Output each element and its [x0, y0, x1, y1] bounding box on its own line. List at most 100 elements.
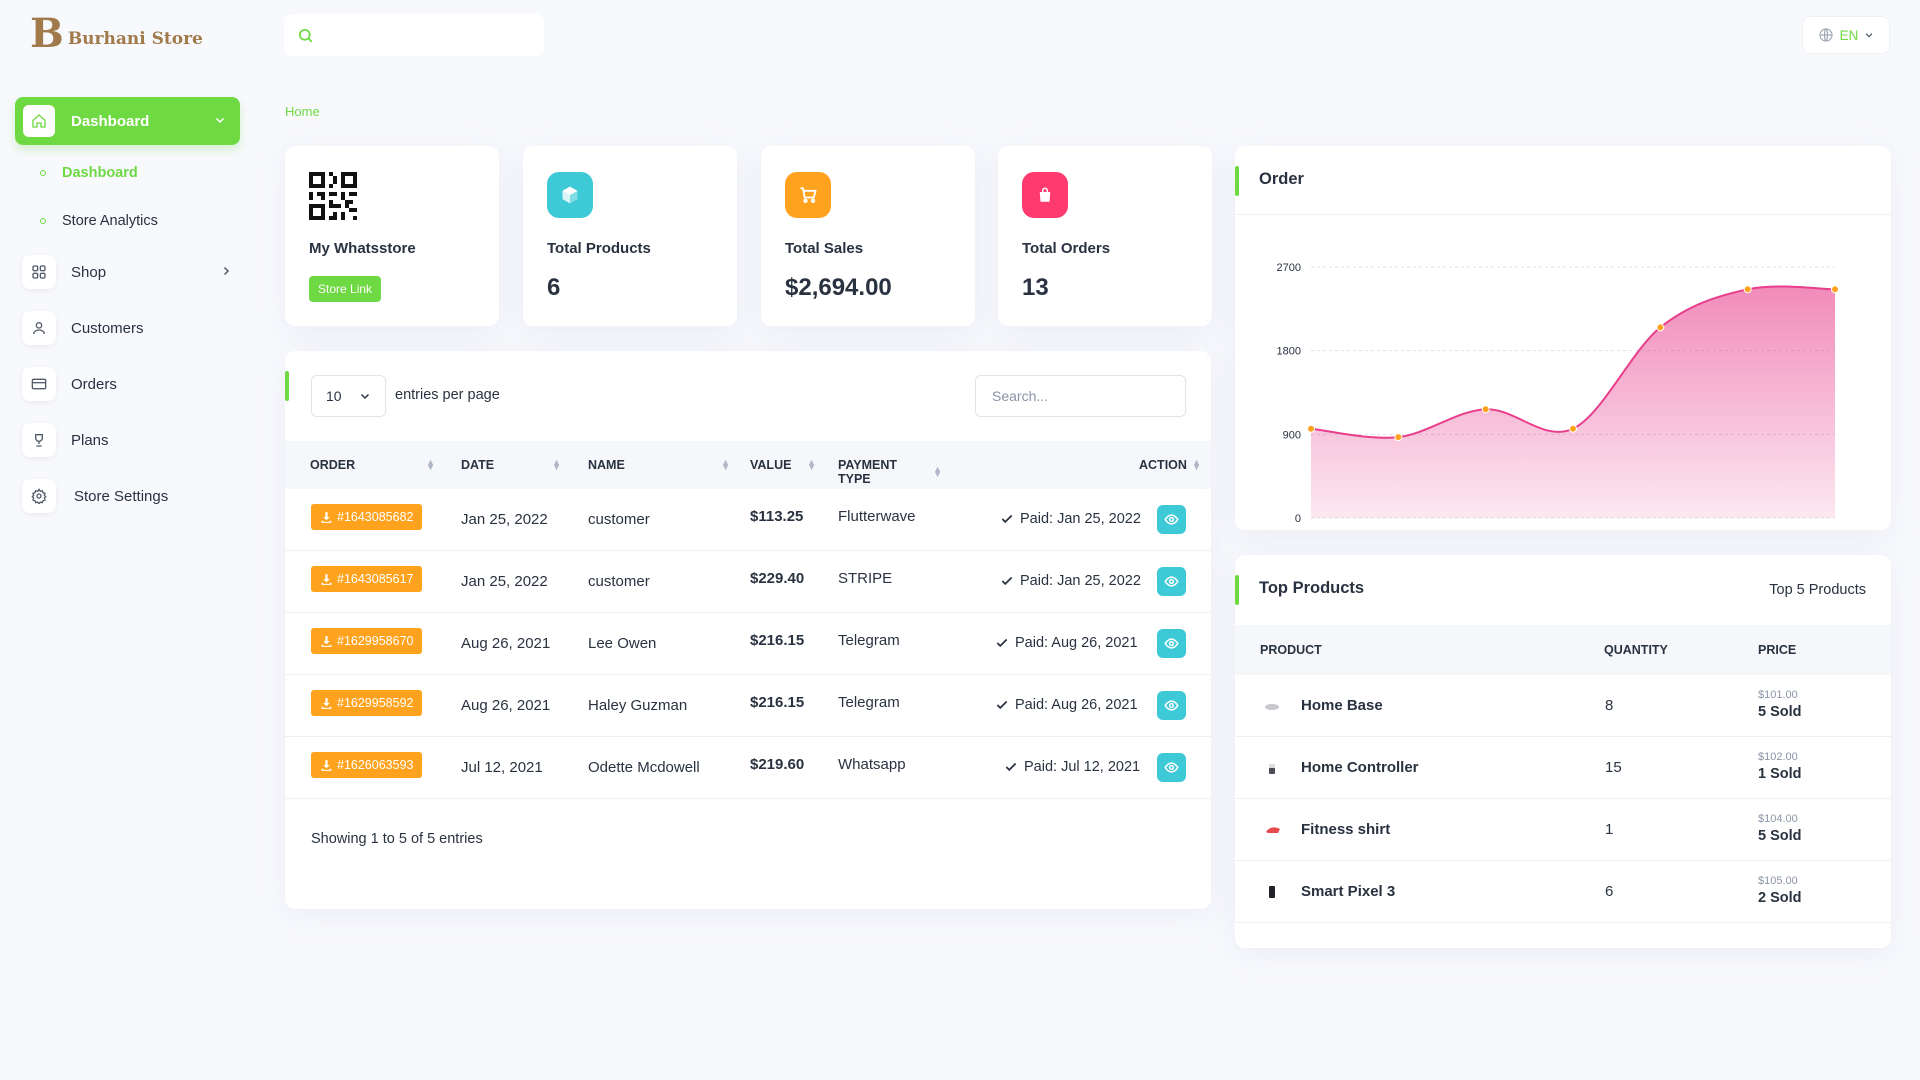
page-size-value: 10: [326, 388, 342, 404]
global-search[interactable]: [284, 14, 544, 56]
entries-label: entries per page: [395, 387, 500, 403]
sort-icon: ▲ ▼: [807, 456, 816, 472]
status-text: Paid: Jan 25, 2022: [1020, 573, 1141, 589]
product-sold: 1 Sold: [1758, 766, 1802, 782]
column-header-order[interactable]: ORDER ▲ ▼: [310, 457, 435, 472]
x-tick-label: 24-Feb: [1292, 529, 1330, 530]
accent-bar: [1235, 166, 1239, 196]
card-subtitle: Top 5 Products: [1769, 582, 1866, 598]
store-link-button[interactable]: Store Link: [309, 276, 382, 302]
product-price: $102.00: [1758, 751, 1798, 763]
sidebar-item-shop[interactable]: Shop: [22, 255, 232, 289]
stat-value: $2,694.00: [785, 274, 892, 301]
view-order-button[interactable]: [1157, 567, 1186, 596]
table-row: #1629958592 Aug 26, 2021 Haley Guzman $2…: [285, 675, 1211, 737]
sidebar-subitem-dashboard[interactable]: Dashboard: [40, 165, 138, 181]
chevron-right-icon: [220, 265, 232, 280]
stat-card-total-sales: Total Sales $2,694.00: [761, 146, 975, 326]
order-value: $216.15: [750, 632, 805, 649]
sidebar-item-customers[interactable]: Customers: [22, 311, 232, 345]
view-order-button[interactable]: [1157, 753, 1186, 782]
orders-table-card: 10 entries per page Search... ORDER ▲ ▼ D…: [285, 351, 1211, 909]
column-label: VALUE: [750, 458, 792, 472]
sidebar: B Burhani Store Dashboard Dashboard Stor…: [0, 0, 255, 1080]
brand-logo[interactable]: B Burhani Store: [30, 14, 203, 54]
product-name[interactable]: Smart Pixel 3: [1301, 883, 1396, 900]
view-order-button[interactable]: [1157, 691, 1186, 720]
sort-icon: ▲ ▼: [933, 463, 942, 479]
download-invoice-button[interactable]: #1626063593: [311, 752, 423, 778]
sidebar-item-plans[interactable]: Plans: [22, 423, 232, 457]
data-point: [1569, 424, 1577, 433]
pagination-info: Showing 1 to 5 of 5 entries: [311, 831, 483, 847]
column-header-value[interactable]: VALUE ▲ ▼: [750, 456, 816, 472]
status-text: Paid: Aug 26, 2021: [1015, 635, 1138, 651]
product-name[interactable]: Fitness shirt: [1301, 821, 1391, 838]
x-tick-label: 29-Feb: [1641, 529, 1679, 530]
search-icon[interactable]: [284, 14, 326, 56]
page-size-select[interactable]: 10: [311, 375, 386, 417]
sort-icon: ▲ ▼: [1192, 456, 1201, 472]
x-tick-label: 25-Feb: [1379, 529, 1417, 530]
column-header-action[interactable]: ACTION ▲ ▼: [1139, 456, 1201, 472]
column-header-name[interactable]: NAME ▲ ▼: [588, 457, 730, 472]
product-sold: 5 Sold: [1758, 704, 1802, 720]
chevron-down-icon: [359, 390, 371, 402]
column-header-date[interactable]: DATE ▲ ▼: [461, 457, 561, 472]
sidebar-subitem-store-analytics[interactable]: Store Analytics: [40, 213, 158, 229]
sidebar-item-label: Shop: [71, 263, 107, 281]
product-thumbnail: [1269, 886, 1275, 898]
payment-type: Whatsapp: [838, 756, 906, 773]
data-point: [1394, 433, 1403, 442]
order-value: $229.40: [750, 570, 805, 587]
download-invoice-button[interactable]: #1629958670: [311, 628, 423, 654]
product-quantity: 8: [1605, 697, 1614, 714]
product-price: $101.00: [1758, 689, 1798, 701]
product-quantity: 1: [1605, 821, 1614, 838]
trophy-icon: [22, 423, 56, 457]
column-header-product: PRODUCT: [1260, 643, 1322, 657]
payment-status: Paid: Aug 26, 2021: [995, 697, 1138, 713]
customer-name: customer: [588, 573, 650, 590]
payment-type: STRIPE: [838, 570, 893, 587]
stat-value: 13: [1022, 274, 1049, 301]
stat-card-total-products: Total Products 6: [523, 146, 737, 326]
table-search-input[interactable]: Search...: [975, 375, 1186, 417]
sidebar-item-store-settings[interactable]: Store Settings: [22, 479, 232, 513]
view-order-button[interactable]: [1157, 629, 1186, 658]
download-icon: [321, 697, 332, 709]
product-name[interactable]: Home Controller: [1301, 759, 1419, 776]
column-label: NAME: [588, 458, 625, 472]
product-row: Fitness shirt 1 $104.00 5 Sold: [1235, 799, 1891, 861]
breadcrumb[interactable]: Home: [285, 104, 320, 119]
product-name[interactable]: Home Base: [1301, 697, 1383, 714]
payment-status: Paid: Aug 26, 2021: [995, 635, 1138, 651]
download-invoice-button[interactable]: #1643085617: [311, 566, 423, 592]
check-icon: [996, 638, 1008, 648]
box-icon: [547, 172, 593, 218]
bullet-icon: [40, 218, 46, 224]
download-invoice-button[interactable]: #1643085682: [311, 504, 423, 530]
download-icon: [321, 759, 332, 771]
order-date: Aug 26, 2021: [461, 697, 551, 714]
x-tick-label: 27-Feb: [1554, 529, 1592, 530]
view-order-button[interactable]: [1157, 505, 1186, 534]
stat-card-my-whatsstore: My Whatsstore Store Link: [285, 146, 499, 326]
eye-icon: [1164, 576, 1179, 587]
product-quantity: 6: [1605, 883, 1614, 900]
data-point: [1831, 285, 1839, 294]
x-tick-label: 28-Feb: [1729, 529, 1767, 530]
y-tick-label: 1800: [1277, 346, 1301, 358]
product-thumbnail: [1269, 764, 1275, 774]
download-icon: [321, 573, 332, 585]
column-header-payment-type[interactable]: PAYMENT TYPE ▲ ▼: [838, 458, 942, 486]
sidebar-item-orders[interactable]: Orders: [22, 367, 232, 401]
order-date: Jan 25, 2022: [461, 573, 548, 590]
order-id: #1643085617: [337, 572, 414, 586]
order-value: $113.25: [750, 508, 804, 525]
download-invoice-button[interactable]: #1629958592: [311, 690, 423, 716]
product-row: Home Controller 15 $102.00 1 Sold: [1235, 737, 1891, 799]
table-header: PRODUCT QUANTITY PRICE: [1235, 625, 1891, 675]
language-selector[interactable]: EN: [1802, 16, 1890, 54]
sidebar-item-dashboard[interactable]: Dashboard: [15, 97, 240, 145]
